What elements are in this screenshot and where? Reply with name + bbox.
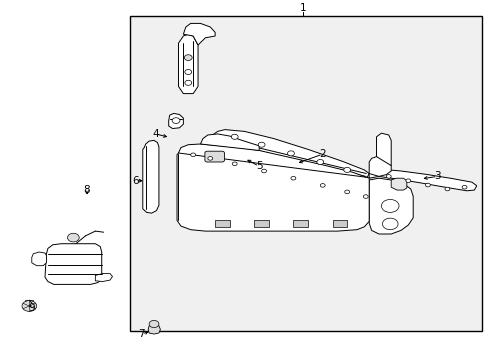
Circle shape bbox=[232, 162, 237, 166]
Circle shape bbox=[320, 184, 325, 187]
Circle shape bbox=[190, 153, 195, 157]
Text: 7: 7 bbox=[138, 329, 145, 339]
Circle shape bbox=[290, 176, 295, 180]
Bar bbox=[215, 220, 229, 227]
Text: 8: 8 bbox=[83, 185, 90, 195]
Circle shape bbox=[261, 169, 266, 173]
Text: 9: 9 bbox=[28, 303, 35, 313]
Circle shape bbox=[287, 151, 294, 156]
Polygon shape bbox=[210, 130, 368, 181]
Text: 5: 5 bbox=[255, 161, 262, 171]
Polygon shape bbox=[148, 325, 160, 334]
Circle shape bbox=[184, 69, 191, 75]
Circle shape bbox=[184, 80, 191, 85]
Circle shape bbox=[316, 159, 323, 165]
Polygon shape bbox=[168, 113, 183, 129]
Bar bbox=[332, 220, 346, 227]
Polygon shape bbox=[32, 252, 46, 266]
Polygon shape bbox=[95, 274, 112, 282]
Bar bbox=[129, 16, 481, 331]
Polygon shape bbox=[178, 34, 198, 94]
Polygon shape bbox=[142, 140, 159, 213]
Text: 4: 4 bbox=[152, 129, 159, 139]
Circle shape bbox=[184, 55, 192, 60]
Polygon shape bbox=[183, 23, 215, 45]
Circle shape bbox=[149, 320, 159, 328]
Bar bbox=[293, 220, 307, 227]
Circle shape bbox=[172, 118, 180, 123]
Text: 3: 3 bbox=[433, 171, 440, 181]
Circle shape bbox=[405, 179, 410, 183]
Polygon shape bbox=[390, 178, 406, 190]
Circle shape bbox=[22, 301, 37, 311]
Text: 1: 1 bbox=[299, 3, 306, 13]
Text: 6: 6 bbox=[132, 176, 139, 186]
Polygon shape bbox=[368, 157, 390, 176]
Circle shape bbox=[67, 233, 79, 242]
Polygon shape bbox=[45, 244, 102, 284]
Circle shape bbox=[381, 199, 398, 212]
Circle shape bbox=[343, 167, 350, 172]
Circle shape bbox=[363, 195, 367, 198]
Polygon shape bbox=[368, 169, 476, 191]
Polygon shape bbox=[376, 133, 390, 166]
Polygon shape bbox=[177, 144, 368, 231]
Circle shape bbox=[444, 187, 449, 191]
Circle shape bbox=[344, 190, 349, 194]
Polygon shape bbox=[25, 300, 33, 303]
Text: 2: 2 bbox=[319, 149, 325, 159]
FancyBboxPatch shape bbox=[204, 151, 224, 162]
Circle shape bbox=[382, 218, 397, 230]
Circle shape bbox=[386, 175, 390, 178]
Circle shape bbox=[461, 185, 466, 189]
Circle shape bbox=[207, 157, 212, 160]
Bar bbox=[254, 220, 268, 227]
Circle shape bbox=[231, 134, 238, 139]
Circle shape bbox=[258, 142, 264, 147]
Polygon shape bbox=[200, 134, 259, 150]
Polygon shape bbox=[368, 178, 412, 234]
Circle shape bbox=[425, 183, 429, 187]
